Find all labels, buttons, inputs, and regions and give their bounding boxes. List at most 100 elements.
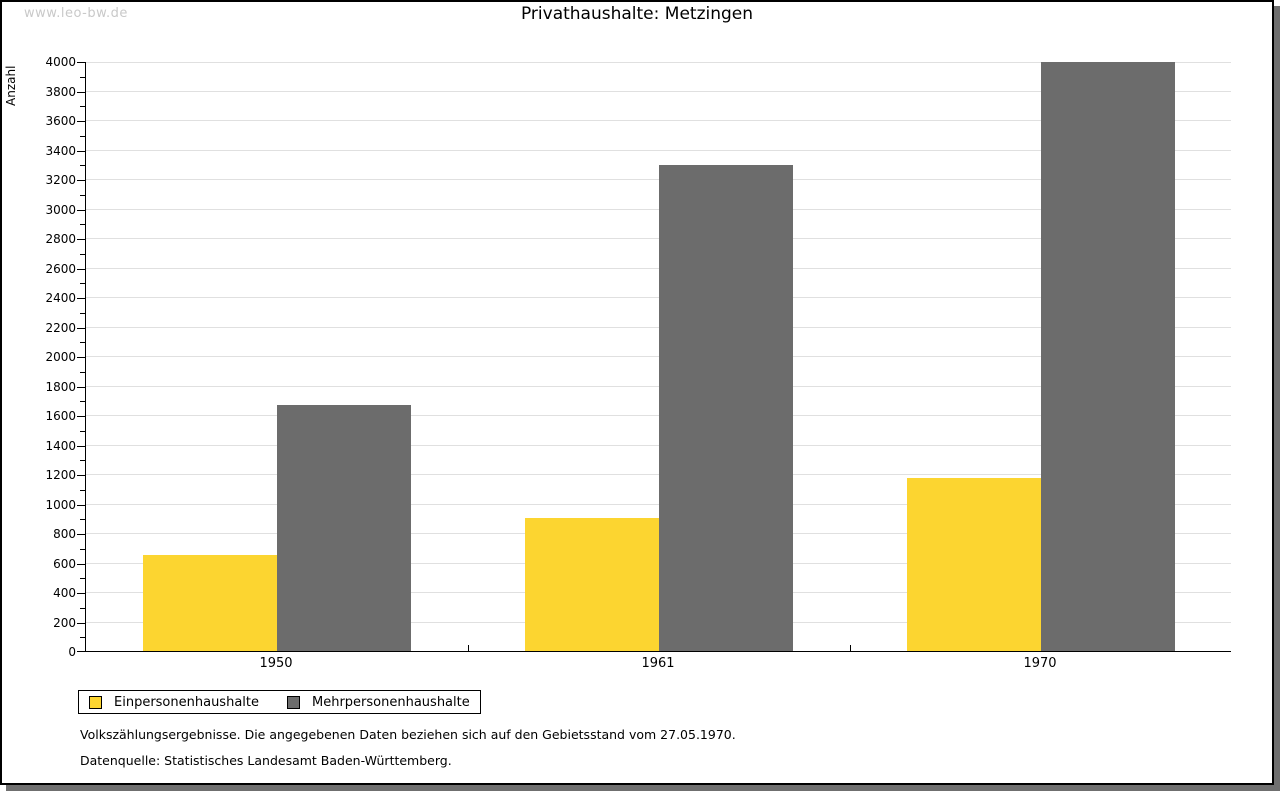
gridline	[86, 415, 1231, 416]
y-axis-major-tick	[77, 121, 85, 122]
y-axis-tick-label: 1000	[45, 498, 76, 512]
footnote-line-2: Datenquelle: Statistisches Landesamt Bad…	[80, 753, 452, 768]
y-axis-major-tick	[77, 446, 85, 447]
y-axis-major-tick	[77, 475, 85, 476]
watermark: www.leo-bw.de	[24, 6, 128, 21]
y-axis-label: Anzahl	[4, 65, 18, 106]
legend-item-einpersonenhaushalte: Einpersonenhaushalte	[89, 695, 259, 710]
legend-item-mehrpersonenhaushalte: Mehrpersonenhaushalte	[287, 695, 470, 710]
gridline	[86, 268, 1231, 269]
y-axis-minor-tick	[80, 224, 85, 225]
x-axis-labels: 1950 1961 1970	[85, 656, 1231, 674]
y-axis-minor-tick	[80, 460, 85, 461]
gridline	[86, 238, 1231, 239]
y-axis-major-tick	[77, 505, 85, 506]
gridline	[86, 62, 1231, 63]
y-axis-tick-label: 3000	[45, 203, 76, 217]
legend-swatch-gray	[287, 695, 300, 709]
bar-1961-einpersonenhaushalte	[525, 518, 659, 651]
y-axis-tick-label: 2200	[45, 321, 76, 335]
y-axis-tick-label: 2600	[45, 262, 76, 276]
y-axis-tick-label: 400	[53, 586, 76, 600]
y-axis-tick-label: 3800	[45, 85, 76, 99]
y-axis-minor-tick	[80, 431, 85, 432]
y-axis-minor-tick	[80, 578, 85, 579]
y-axis-tick-label: 4000	[45, 55, 76, 69]
y-axis-minor-tick	[80, 106, 85, 107]
y-axis-minor-tick	[80, 549, 85, 550]
y-axis-tick-label: 2800	[45, 232, 76, 246]
y-axis-tick-label: 1400	[45, 439, 76, 453]
y-axis-minor-tick	[80, 165, 85, 166]
y-axis-minor-tick	[80, 136, 85, 137]
gridline	[86, 474, 1231, 475]
x-axis-boundary-tick	[468, 645, 469, 651]
chart-title: Privathaushalte: Metzingen	[520, 4, 754, 24]
gridline	[86, 327, 1231, 328]
y-axis-major-tick	[77, 593, 85, 594]
y-axis-tick-label: 0	[68, 645, 76, 659]
y-axis-tick-label: 3600	[45, 114, 76, 128]
gridline	[86, 445, 1231, 446]
y-axis-minor-tick	[80, 313, 85, 314]
y-axis-minor-tick	[80, 519, 85, 520]
y-axis-minor-tick	[80, 77, 85, 78]
y-axis-tick-label: 2000	[45, 350, 76, 364]
gridline	[86, 297, 1231, 298]
y-axis-major-tick	[77, 357, 85, 358]
gridline	[86, 386, 1231, 387]
gridline	[86, 504, 1231, 505]
y-axis-minor-tick	[80, 254, 85, 255]
bar-1961-mehrpersonenhaushalte	[659, 165, 793, 651]
bar-1970-mehrpersonenhaushalte	[1041, 62, 1175, 651]
gridline	[86, 150, 1231, 151]
x-axis-boundary-tick	[850, 645, 851, 651]
gridline	[86, 179, 1231, 180]
y-axis-tick-label: 800	[53, 527, 76, 541]
y-axis-major-tick	[77, 269, 85, 270]
legend: Einpersonenhaushalte Mehrpersonenhaushal…	[78, 690, 481, 714]
bar-1970-einpersonenhaushalte	[907, 478, 1041, 651]
gridline	[86, 356, 1231, 357]
y-axis-tick-label: 200	[53, 616, 76, 630]
y-axis-major-tick	[77, 387, 85, 388]
gridline	[86, 209, 1231, 210]
x-axis-tick-label: 1950	[259, 656, 293, 671]
y-axis-major-tick	[77, 180, 85, 181]
y-axis-major-tick	[77, 416, 85, 417]
y-axis-major-tick	[77, 534, 85, 535]
gridline	[86, 120, 1231, 121]
legend-label: Mehrpersonenhaushalte	[312, 694, 470, 710]
plot-area: 0 200 400 600 800 1000 1200 1400 1600 1800 2000 220…	[45, 55, 1231, 659]
y-axis-minor-tick	[80, 283, 85, 284]
y-axis-tick-label: 1600	[45, 409, 76, 423]
y-axis-tick-label: 600	[53, 557, 76, 571]
y-axis-minor-tick	[80, 401, 85, 402]
y-axis-major-tick	[77, 623, 85, 624]
x-axis-tick-label: 1970	[1023, 656, 1057, 671]
y-axis-tick-label: 1200	[45, 468, 76, 482]
y-axis-minor-tick	[80, 342, 85, 343]
y-axis-major-tick	[77, 239, 85, 240]
y-axis-major-tick	[77, 328, 85, 329]
x-axis-tick-label: 1961	[641, 656, 675, 671]
y-axis-minor-tick	[80, 637, 85, 638]
y-axis-minor-tick	[80, 372, 85, 373]
y-axis-major-tick	[77, 298, 85, 299]
gridline	[86, 91, 1231, 92]
y-axis-major-tick	[77, 564, 85, 565]
y-axis-tick-label: 3200	[45, 173, 76, 187]
y-axis-major-tick	[77, 651, 85, 652]
footnote-line-1: Volkszählungsergebnisse. Die angegebenen…	[80, 727, 736, 742]
y-axis-major-tick	[77, 62, 85, 63]
y-axis-minor-tick	[80, 490, 85, 491]
legend-swatch-yellow	[89, 695, 102, 709]
y-axis-minor-tick	[80, 608, 85, 609]
y-axis-major-tick	[77, 151, 85, 152]
bar-1950-mehrpersonenhaushalte	[277, 405, 411, 651]
y-axis-major-tick	[77, 210, 85, 211]
y-axis-tick-label: 1800	[45, 380, 76, 394]
bar-1950-einpersonenhaushalte	[143, 555, 277, 651]
y-axis-tick-label: 2400	[45, 291, 76, 305]
